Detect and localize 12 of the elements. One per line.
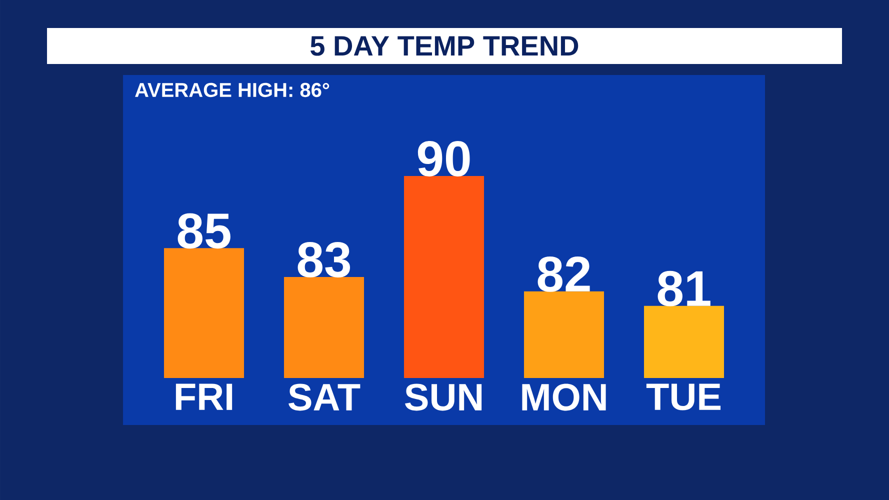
x-tick-label: TUE (646, 384, 721, 410)
data-label: 82 (538, 256, 590, 292)
chart-title: 5 DAY TEMP TREND (310, 36, 578, 56)
x-tick-label: SUN (404, 384, 482, 411)
data-label: 85 (178, 213, 230, 249)
data-label: 81 (658, 270, 710, 306)
x-tick-label: SAT (288, 384, 360, 411)
data-label: 90 (418, 141, 470, 176)
data-label: 83 (298, 242, 350, 278)
x-tick-label: MON (522, 384, 606, 411)
annotation: AVERAGE HIGH: 86° (135, 82, 330, 98)
x-tick-label: FRI (176, 384, 232, 410)
